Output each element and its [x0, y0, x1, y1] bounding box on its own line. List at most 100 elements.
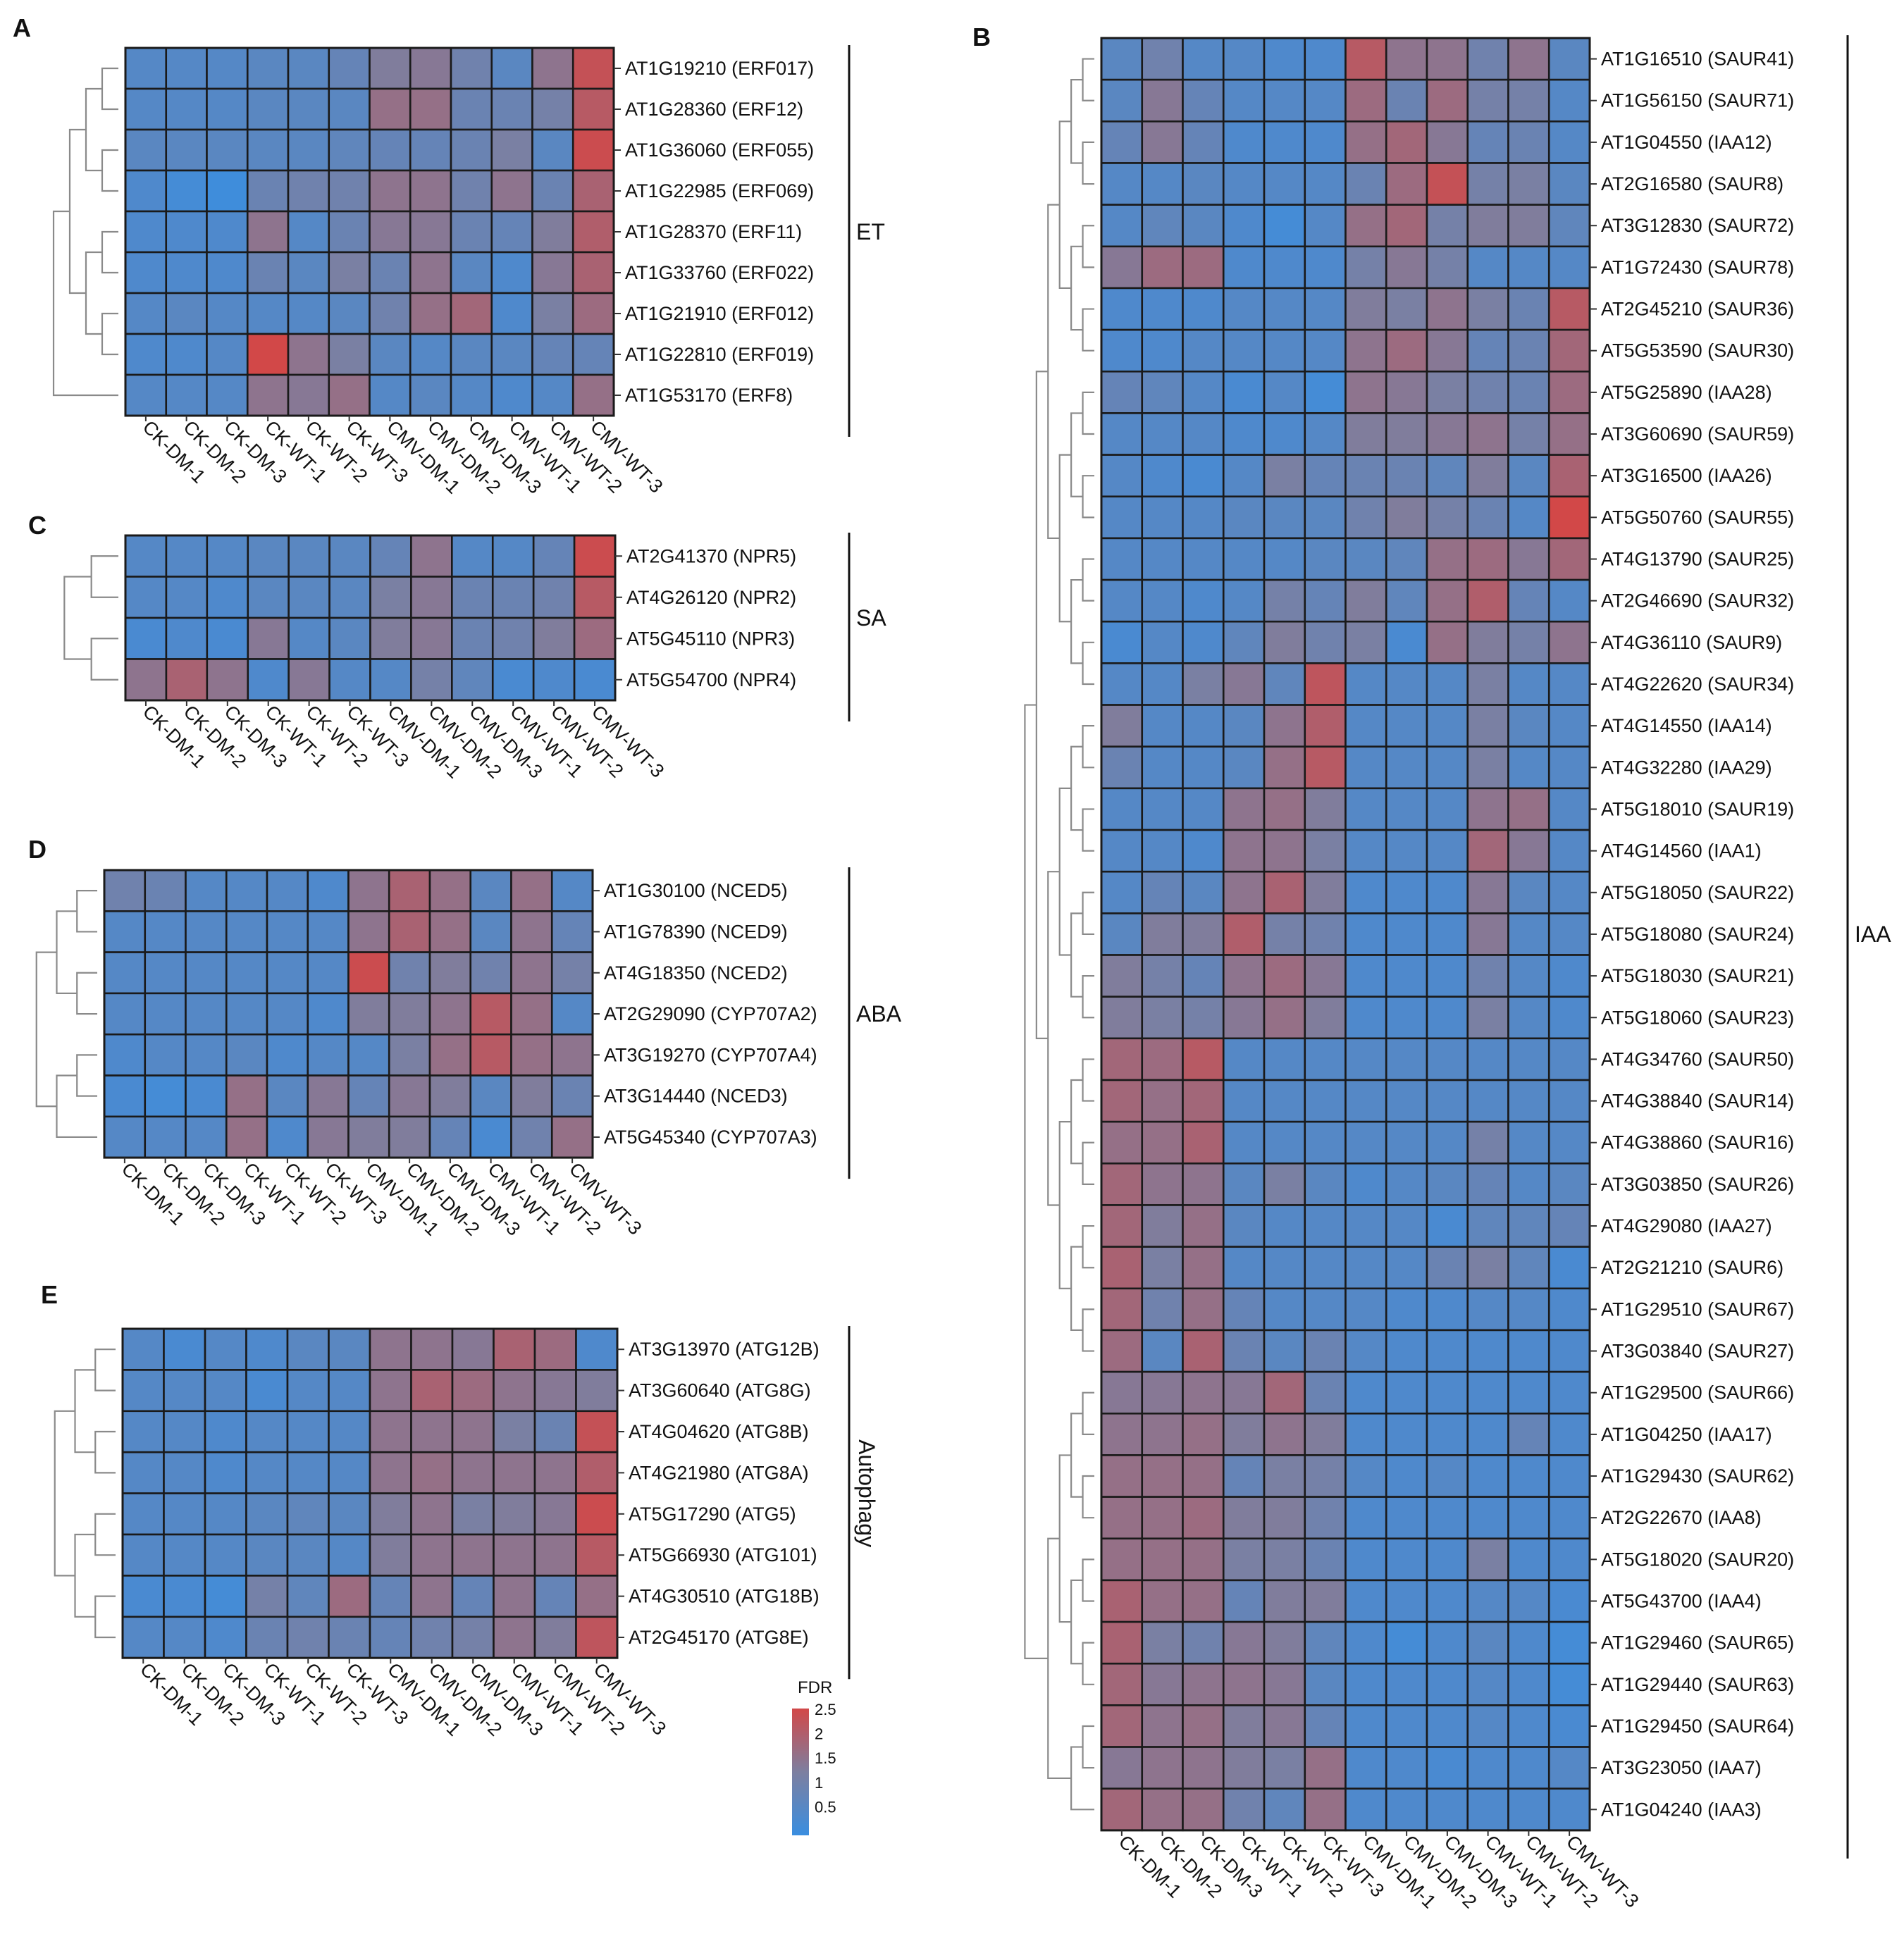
heatmap-cell — [266, 951, 309, 995]
heatmap-cell — [185, 910, 228, 953]
heatmap-cell — [1182, 1162, 1225, 1206]
heatmap-cell — [1426, 787, 1469, 831]
heatmap-cell — [286, 1369, 330, 1413]
heatmap-cell — [1385, 412, 1428, 456]
heatmap-cell — [124, 251, 168, 294]
row-label: AT5G18030 (SAUR21) — [1601, 965, 1794, 986]
dendrogram-branch — [1082, 1558, 1094, 1602]
heatmap-cell — [450, 373, 493, 417]
row-label: AT4G32280 (IAA29) — [1601, 757, 1772, 778]
heatmap-cell — [328, 658, 371, 702]
heatmap-cell — [1426, 120, 1469, 164]
heatmap-cell — [532, 616, 576, 660]
heatmap-cell — [206, 292, 249, 335]
row-label: AT1G29500 (SAUR66) — [1601, 1382, 1794, 1403]
row-label: AT1G22810 (ERF019) — [625, 344, 814, 365]
heatmap-cell — [1100, 1662, 1144, 1706]
heatmap-cell — [1263, 1662, 1306, 1706]
heatmap-cell — [490, 210, 533, 254]
heatmap-cell — [307, 1115, 350, 1159]
heatmap-cell — [1100, 287, 1144, 331]
heatmap-cell — [1263, 412, 1306, 456]
dendrogram-branch — [1070, 245, 1083, 331]
heatmap-cell — [1182, 454, 1225, 498]
heatmap-cell — [450, 128, 493, 172]
dendrogram-branch — [1082, 141, 1094, 185]
heatmap-cell — [1547, 454, 1591, 498]
heatmap-cell — [428, 951, 472, 995]
heatmap-cell — [1182, 1537, 1225, 1582]
heatmap-cell — [266, 869, 309, 912]
heatmap-cell — [1426, 1037, 1469, 1081]
heatmap-cell — [1222, 412, 1266, 456]
dendrogram-branch — [101, 149, 118, 192]
heatmap-cell — [369, 87, 412, 131]
heatmap-cell — [575, 1533, 619, 1577]
heatmap-cell — [1222, 1496, 1266, 1540]
heatmap-cell — [1304, 204, 1347, 248]
row-label: AT5G66930 (ATG101) — [629, 1544, 817, 1566]
heatmap-cell — [1466, 1204, 1509, 1248]
heatmap-cell — [410, 1533, 454, 1577]
heatmap-cell — [1344, 620, 1387, 664]
heatmap-cell — [1507, 537, 1550, 581]
heatmap-cell — [1507, 829, 1550, 873]
heatmap-cell — [1426, 745, 1469, 790]
heatmap-cell — [1466, 245, 1509, 290]
heatmap-cell — [288, 534, 330, 578]
row-label: AT5G45110 (NPR3) — [626, 628, 795, 649]
heatmap-cell — [1100, 1079, 1144, 1123]
heatmap-cell — [1182, 1662, 1225, 1706]
heatmap-cell — [1466, 37, 1509, 81]
heatmap-cell — [1385, 1037, 1428, 1081]
heatmap-cell — [1263, 870, 1306, 914]
heatmap-cell — [1182, 1204, 1225, 1248]
heatmap-cell — [103, 992, 147, 1036]
heatmap-cell — [428, 1074, 472, 1118]
heatmap-cell — [531, 251, 574, 294]
heatmap-cell — [163, 1327, 206, 1371]
heatmap-cell — [1141, 495, 1184, 540]
heatmap-cell — [1507, 1370, 1550, 1415]
dendrogram-branch — [1082, 225, 1094, 268]
panel-letter: B — [972, 23, 991, 51]
heatmap-cell — [1100, 870, 1144, 914]
heatmap-cell — [1263, 204, 1306, 248]
row-label: AT3G14440 (NCED3) — [604, 1086, 788, 1107]
panel-letter: A — [13, 13, 31, 42]
heatmap-cell — [451, 1575, 495, 1618]
dendrogram-branch — [1058, 787, 1072, 956]
heatmap-cell — [124, 534, 168, 578]
heatmap-cell — [1304, 912, 1347, 956]
heatmap-cell — [246, 373, 290, 417]
heatmap-cell — [1426, 537, 1469, 581]
heatmap-cell — [1385, 537, 1428, 581]
heatmap-cell — [493, 1410, 536, 1453]
heatmap-cell — [1466, 78, 1509, 123]
heatmap-cell — [1141, 1370, 1184, 1415]
heatmap-cell — [1304, 162, 1347, 206]
heatmap-cell — [1466, 787, 1509, 831]
heatmap-cell — [165, 373, 208, 417]
heatmap-cell — [1222, 1579, 1266, 1623]
heatmap-cell — [490, 333, 533, 376]
heatmap-cell — [1182, 578, 1225, 623]
heatmap-cell — [1547, 1537, 1591, 1582]
heatmap-cell — [1426, 1120, 1469, 1165]
heatmap-cell — [409, 292, 452, 335]
heatmap-cell — [1263, 495, 1306, 540]
heatmap-cell — [1385, 1120, 1428, 1165]
heatmap-cell — [1507, 162, 1550, 206]
heatmap-cell — [1507, 996, 1550, 1040]
heatmap-cell — [1507, 1787, 1550, 1832]
heatmap-cell — [388, 869, 431, 912]
heatmap-cell — [1182, 1120, 1225, 1165]
dendrogram-branch — [1058, 120, 1072, 290]
heatmap-cell — [1466, 1162, 1509, 1206]
heatmap-cell — [1547, 662, 1591, 706]
heatmap-cell — [1426, 1704, 1469, 1748]
heatmap-cell — [1466, 1496, 1509, 1540]
heatmap-cell — [1263, 996, 1306, 1040]
heatmap-cell — [1222, 1246, 1266, 1290]
